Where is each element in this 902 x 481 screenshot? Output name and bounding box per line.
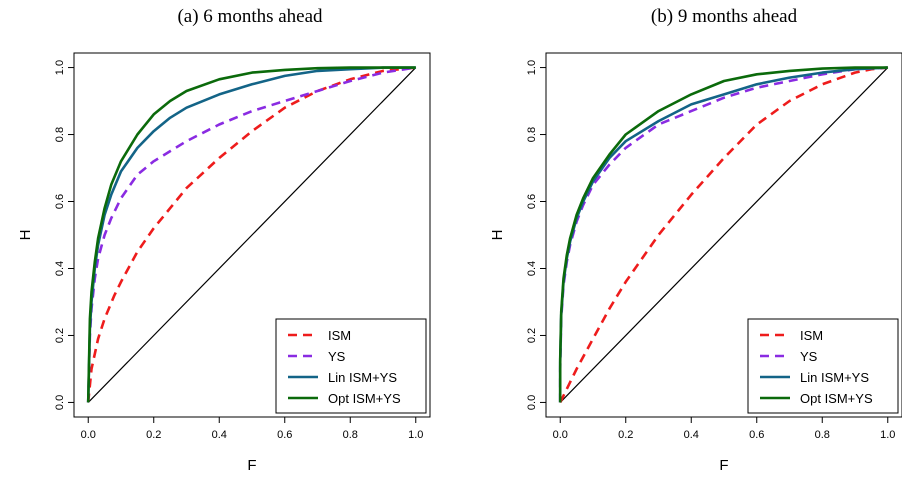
legend-label: YS (800, 349, 818, 364)
x-tick-label: 0.6 (277, 429, 292, 441)
y-tick-label: 0.8 (54, 127, 66, 142)
y-tick-label: 0.2 (526, 328, 538, 343)
x-tick-label: 0.2 (618, 429, 633, 441)
y-axis-label: H (17, 230, 34, 241)
series-line-ys (86, 66, 416, 403)
x-axis-label: F (719, 457, 728, 474)
legend-label: ISM (800, 328, 823, 343)
y-tick-label: 0.2 (54, 328, 66, 343)
legend: ISM YS Lin ISM+YS Opt ISM+YS (747, 318, 899, 414)
x-tick-label: 1.0 (408, 429, 423, 441)
legend-box (275, 318, 427, 414)
plot-frame (545, 52, 902, 418)
y-tick-label: 0.8 (526, 127, 538, 142)
legend-label: Lin ISM+YS (800, 370, 869, 385)
chart-caption: (a) 6 months ahead (177, 6, 323, 27)
legend-label: YS (328, 349, 346, 364)
legend-label: Lin ISM+YS (328, 370, 397, 385)
x-axis-label: F (247, 457, 256, 474)
series-line-ism (86, 66, 416, 403)
y-tick-label: 0.0 (526, 395, 538, 410)
x-tick-label: 0.8 (343, 429, 358, 441)
legend-label: Opt ISM+YS (328, 391, 401, 406)
x-tick-label: 0.4 (684, 429, 699, 441)
plot-frame (73, 52, 431, 418)
x-tick-label: 1.0 (880, 429, 895, 441)
y-tick-label: 1.0 (54, 60, 66, 75)
diagonal-reference-line (87, 67, 417, 403)
legend-label: Opt ISM+YS (800, 391, 873, 406)
x-tick-label: 0.0 (553, 429, 568, 441)
x-tick-label: 0.0 (81, 429, 96, 441)
chart-caption: (b) 9 months ahead (651, 6, 798, 27)
diagonal-reference-line (559, 67, 889, 403)
y-tick-label: 0.4 (54, 261, 66, 276)
y-tick-label: 0.0 (54, 395, 66, 410)
y-tick-label: 0.6 (54, 194, 66, 209)
series-line-opt-ism-ys (86, 66, 416, 403)
y-axis-label: H (489, 230, 506, 241)
panel-6-months: (a) 6 months ahead 0.0 0.2 0.4 0.6 0.8 1.0 0.0 0… (17, 6, 431, 474)
x-tick-label: 0.2 (146, 429, 161, 441)
x-tick-label: 0.6 (749, 429, 764, 441)
series-line-opt-ism-ys (558, 66, 888, 403)
y-tick-label: 0.4 (526, 261, 538, 276)
y-tick-label: 0.6 (526, 194, 538, 209)
legend: ISM YS Lin ISM+YS Opt ISM+YS (275, 318, 427, 414)
legend-label: ISM (328, 328, 351, 343)
x-tick-label: 0.8 (815, 429, 830, 441)
x-tick-label: 0.4 (212, 429, 227, 441)
panel-9-months: (b) 9 months ahead 0.0 0.2 0.4 0.6 0.8 1.0 0.0 0… (489, 6, 902, 474)
y-tick-label: 1.0 (526, 60, 538, 75)
series-line-ys (558, 66, 888, 403)
series-line-ism (559, 66, 888, 403)
